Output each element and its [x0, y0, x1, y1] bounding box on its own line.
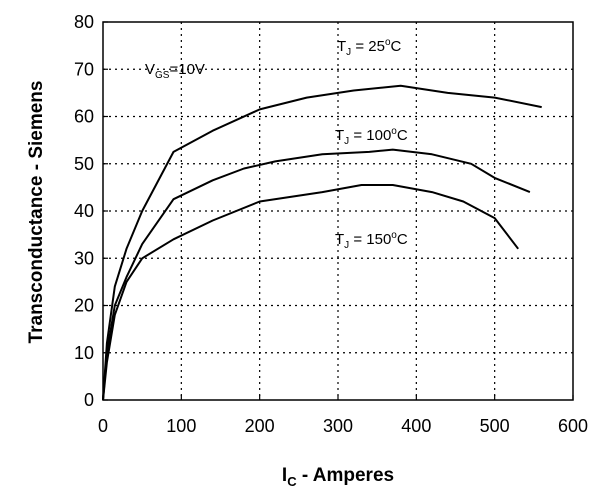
annotation-tj-25: TJ = 25oC: [337, 37, 402, 58]
x-tick-label: 0: [98, 416, 108, 436]
series-line-2: [102, 148, 531, 401]
x-tick-label: 400: [401, 416, 431, 436]
y-tick-label: 70: [74, 59, 94, 79]
x-tick-label: 500: [480, 416, 510, 436]
series-line-1: [102, 84, 542, 401]
annotation-tj-150: TJ = 150oC: [335, 230, 408, 251]
x-tick-label: 200: [245, 416, 275, 436]
y-tick-label: 80: [74, 12, 94, 32]
x-tick-label: 100: [166, 416, 196, 436]
x-tick-label: 300: [323, 416, 353, 436]
x-axis-title: IC - Amperes: [282, 465, 394, 489]
y-tick-label: 30: [74, 248, 94, 268]
annotation-tj-100: TJ = 100oC: [335, 126, 408, 147]
y-tick-label: 0: [84, 390, 94, 410]
y-tick-label: 40: [74, 201, 94, 221]
x-tick-label: 600: [558, 416, 588, 436]
y-axis-title: Transconductance - Siemens: [26, 81, 47, 344]
series-lines: [102, 84, 542, 401]
axis-ticks: 0 100 200 300 400 500 600 0 10 20 30 40 50 60 70 80: [74, 12, 588, 436]
y-tick-label: 60: [74, 107, 94, 127]
grid-lines: [103, 22, 573, 400]
y-tick-label: 20: [74, 296, 94, 316]
series-line-3: [102, 184, 519, 401]
y-tick-label: 50: [74, 154, 94, 174]
annotation-vgs: VGS=10V: [145, 61, 205, 81]
y-tick-label: 10: [74, 343, 94, 363]
